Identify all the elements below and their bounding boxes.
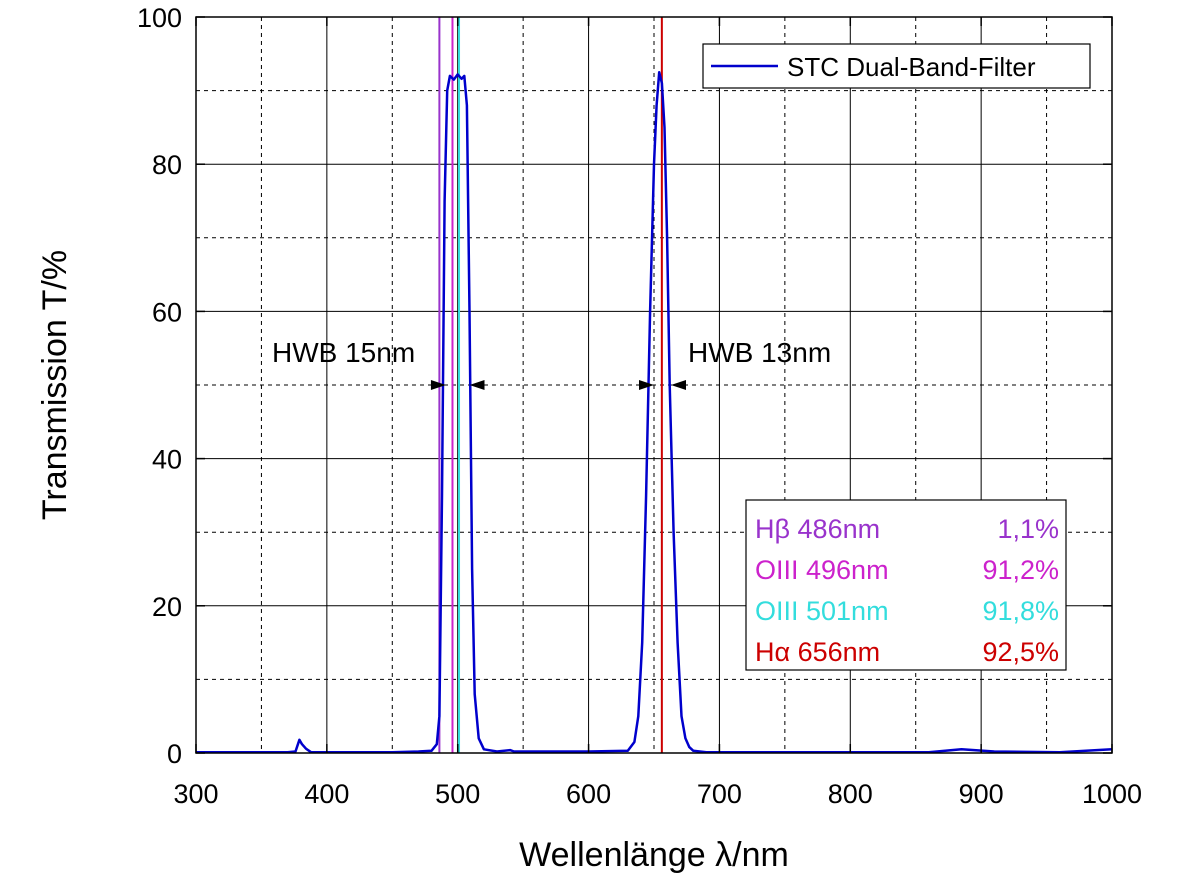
y-axis-label: Transmission T/% [36, 250, 74, 520]
hwb-label: HWB 15nm [272, 337, 415, 368]
series-line [196, 70, 1113, 754]
line-table-value: 91,2% [982, 555, 1059, 585]
legend: STC Dual-Band-Filter [702, 43, 1091, 89]
x-tick-label: 800 [828, 779, 873, 809]
hwb-arrow-left [430, 380, 446, 390]
hwb-label: HWB 13nm [688, 337, 831, 368]
legend-label: STC Dual-Band-Filter [787, 52, 1036, 82]
x-tick-label: 900 [959, 779, 1004, 809]
x-tick-label: 600 [566, 779, 611, 809]
y-tick-label: 80 [152, 150, 182, 180]
line-table-label: OIII 501nm [755, 596, 889, 626]
line-table-label: Hβ 486nm [755, 514, 880, 544]
x-tick-label: 300 [173, 779, 218, 809]
line-table-label: Hα 656nm [755, 637, 880, 667]
x-tick-label: 700 [697, 779, 742, 809]
x-tick-label: 400 [304, 779, 349, 809]
axis-ticks: 300 400 500 600 700 800 900 1000 0 20 40 60 80 100 [137, 3, 1142, 809]
hwb-arrow-left [639, 380, 654, 390]
line-table-value: 92,5% [982, 637, 1059, 667]
x-tick-label: 1000 [1082, 779, 1142, 809]
line-table-label: OIII 496nm [755, 555, 889, 585]
hwb-arrow-right [469, 380, 485, 390]
line-table: Hβ 486nm 1,1% OIII 496nm 91,2% OIII 501nm 91,… [745, 499, 1067, 671]
x-axis-label: Wellenlänge λ/nm [519, 836, 789, 874]
series-layer [196, 70, 1113, 754]
line-table-value: 91,8% [982, 596, 1059, 626]
hwb-arrow-right [671, 380, 687, 390]
line-table-value: 1,1% [997, 514, 1059, 544]
x-tick-label: 500 [435, 779, 480, 809]
plot-frame [195, 16, 1113, 754]
annotations: HWB 15nm HWB 13nm [272, 337, 831, 390]
y-tick-label: 0 [167, 739, 182, 769]
y-tick-label: 40 [152, 445, 182, 475]
y-tick-label: 60 [152, 297, 182, 327]
y-tick-label: 100 [137, 3, 182, 33]
line-table-box [745, 499, 1067, 671]
y-tick-label: 20 [152, 592, 182, 622]
